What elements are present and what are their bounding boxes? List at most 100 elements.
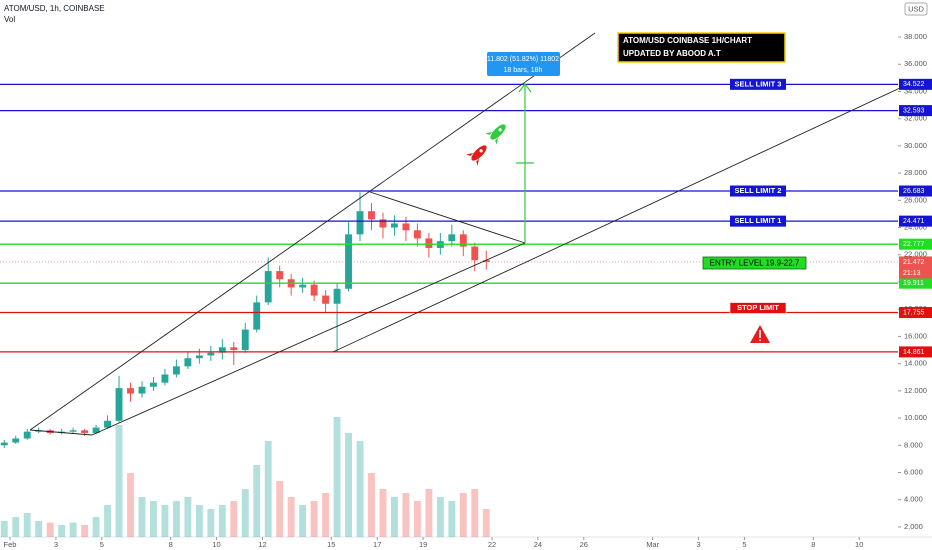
y-tick-label: 8.000 <box>904 440 923 449</box>
level-price-box <box>899 185 932 197</box>
x-tick-label: 8 <box>169 540 173 549</box>
candle-body <box>23 431 31 439</box>
candle-body <box>379 219 387 228</box>
y-tick-label: 32.000 <box>904 114 927 123</box>
level-price-box <box>899 105 932 117</box>
entry-label: ENTRY LEVEL 19.9-22.7 <box>710 259 800 268</box>
y-tick-label: 38.000 <box>904 32 927 41</box>
x-tick-label: 12 <box>258 540 266 549</box>
level-price: 22.777 <box>903 241 925 248</box>
y-tick-label: 26.000 <box>904 195 927 204</box>
y-tick-label: 6.000 <box>904 467 923 476</box>
candle-body <box>81 430 89 434</box>
drawings <box>29 32 901 436</box>
volume-bar <box>379 489 387 537</box>
level-price: 17.755 <box>903 309 925 316</box>
x-tick-label: 19 <box>419 540 427 549</box>
arrow-head <box>518 83 532 93</box>
trend-line <box>91 242 526 436</box>
x-tick-label: 22 <box>488 540 496 549</box>
volume-bar <box>322 493 330 537</box>
level-label: SELL LIMIT 3 <box>735 79 782 88</box>
volume-bar <box>368 473 375 537</box>
volume-bar <box>482 509 490 537</box>
candle-body <box>402 223 410 231</box>
y-tick-label: 10.000 <box>904 413 927 422</box>
volume-bar <box>253 465 261 537</box>
x-tick-label: 3 <box>696 540 700 549</box>
entry-box <box>702 256 807 270</box>
volume-bar <box>402 493 410 537</box>
y-tick-label: 22.000 <box>904 250 927 259</box>
x-tick-label: 15 <box>327 540 335 549</box>
x-tick-label: 26 <box>580 540 588 549</box>
y-tick-label: 30.000 <box>904 141 927 150</box>
note-line: ATOM/USD COINBASE 1H/CHART <box>623 36 752 45</box>
level-label-box <box>729 302 787 314</box>
candle-body <box>368 211 375 220</box>
candle-body <box>69 430 77 432</box>
level-price-box <box>899 307 932 319</box>
volume-bar <box>92 517 100 537</box>
y-tick-label: 28.000 <box>904 168 927 177</box>
candle-body <box>138 386 146 394</box>
level-label-box <box>730 215 786 227</box>
candle-body <box>230 347 238 351</box>
candle-body <box>333 288 341 304</box>
candle-body <box>322 295 330 304</box>
volume-bar <box>58 525 66 537</box>
volume-bar <box>287 497 295 537</box>
candle-body <box>459 234 467 247</box>
volume-bar <box>310 501 318 537</box>
volume-bar <box>448 501 456 537</box>
candle-body <box>127 388 134 394</box>
level-price-box <box>899 215 932 227</box>
level-label-box <box>730 185 786 197</box>
measure-box <box>487 52 560 76</box>
volume-bar <box>104 505 111 537</box>
level-price: 26.683 <box>903 188 925 195</box>
volume-bar <box>46 522 54 537</box>
volume-bar <box>23 513 31 537</box>
volume-bar <box>459 493 467 537</box>
volume-bar <box>299 505 307 537</box>
trend-line <box>29 429 93 436</box>
x-tick-label: 24 <box>534 540 542 549</box>
candle-body <box>310 284 318 296</box>
level-price-box <box>899 238 932 250</box>
note-line: UPDATED BY ABOOD A.T <box>623 49 721 58</box>
candle-body <box>161 374 169 383</box>
volume-bar <box>333 417 341 537</box>
last-price: 21.472 <box>903 259 925 266</box>
candle-body <box>195 355 203 359</box>
volume-bar <box>471 489 479 537</box>
volume-bar <box>161 505 169 537</box>
level-label-box <box>730 78 786 90</box>
candle-body <box>218 347 226 353</box>
volume-bar <box>150 501 157 537</box>
volume-bar <box>127 473 134 537</box>
y-tick-label: 16.000 <box>904 331 927 340</box>
level-price: 24.471 <box>903 218 925 225</box>
y-tick-label: 2.000 <box>904 522 923 531</box>
level-price: 34.522 <box>903 81 925 88</box>
x-tick-label: 3 <box>54 540 58 549</box>
note-box <box>617 32 786 63</box>
y-tick-label: 36.000 <box>904 59 927 68</box>
candle-body <box>172 366 180 375</box>
volume-label: Vol <box>4 15 15 24</box>
y-tick-label: 4.000 <box>904 495 923 504</box>
x-tick-label: Feb <box>4 540 17 549</box>
volume-bar <box>172 501 180 537</box>
level-label: STOP LIMIT <box>737 303 779 312</box>
trend-line <box>29 32 596 431</box>
candle-body <box>241 329 249 351</box>
x-tick-label: 8 <box>811 540 815 549</box>
level-price: 14.861 <box>903 349 925 356</box>
candle-body <box>104 420 111 428</box>
rocket-green <box>485 124 506 145</box>
volume-bar <box>35 521 43 537</box>
level-price: 19.911 <box>903 280 924 287</box>
trend-line <box>369 191 526 244</box>
currency: USD <box>908 4 924 13</box>
